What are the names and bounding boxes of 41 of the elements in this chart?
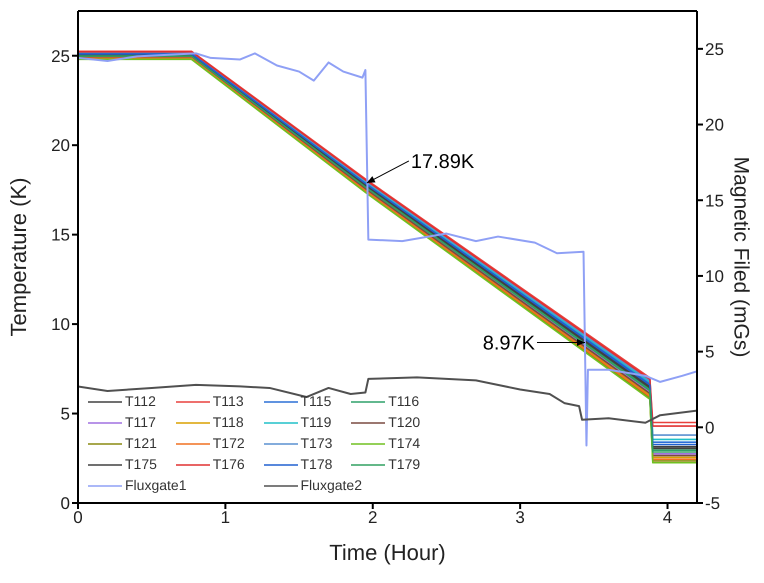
legend-label: T175 [125, 455, 157, 474]
x-axis-title: Time (Hour) [329, 540, 446, 565]
y-tick-label: 25 [51, 46, 70, 66]
y2-tick-label: -5 [705, 494, 720, 514]
y2-axis-title: Magnetic Filed (mGs) [730, 156, 753, 358]
legend-label: T120 [388, 413, 420, 432]
legend-label: T172 [212, 434, 245, 453]
legend-label: Fluxgate2 [300, 476, 362, 495]
legend-label: T116 [388, 392, 420, 411]
legend-label: T118 [212, 413, 244, 432]
x-tick-label: 0 [73, 508, 83, 528]
legend-label: Fluxgate1 [125, 476, 186, 495]
y-tick-label: 5 [60, 404, 70, 424]
legend-label: T178 [300, 455, 332, 474]
legend-label: T113 [212, 392, 244, 411]
legend-label: T174 [388, 434, 420, 453]
y2-tick-label: 25 [705, 40, 724, 59]
legend-label: T176 [212, 455, 245, 474]
y2-tick-label: 20 [705, 116, 724, 135]
annotation: 17.89K [410, 150, 475, 173]
legend-label: T173 [300, 434, 332, 453]
x-tick-label: 1 [220, 508, 230, 528]
y2-tick-label: 15 [705, 191, 724, 210]
legend-label: T112 [125, 392, 156, 411]
y-axis-title: Temperature (K) [6, 178, 31, 336]
annotation: 8.97K [482, 332, 536, 355]
y-tick-label: 20 [51, 136, 70, 156]
legend-label: T179 [388, 455, 420, 474]
y2-tick-label: 10 [705, 266, 724, 286]
y2-tick-label: 5 [705, 342, 714, 362]
x-tick-label: 3 [515, 508, 525, 528]
legend-label: T121 [125, 434, 157, 453]
x-tick-label: 2 [368, 508, 378, 528]
y-tick-label: 15 [51, 226, 70, 245]
legend-label: T117 [125, 413, 156, 432]
y2-tick-label: 0 [705, 418, 714, 438]
legend-label: T115 [300, 392, 332, 411]
y-tick-label: 10 [51, 315, 70, 334]
legend-label: T119 [300, 413, 332, 432]
x-tick-label: 4 [662, 508, 672, 528]
y-tick-label: 0 [60, 494, 70, 514]
